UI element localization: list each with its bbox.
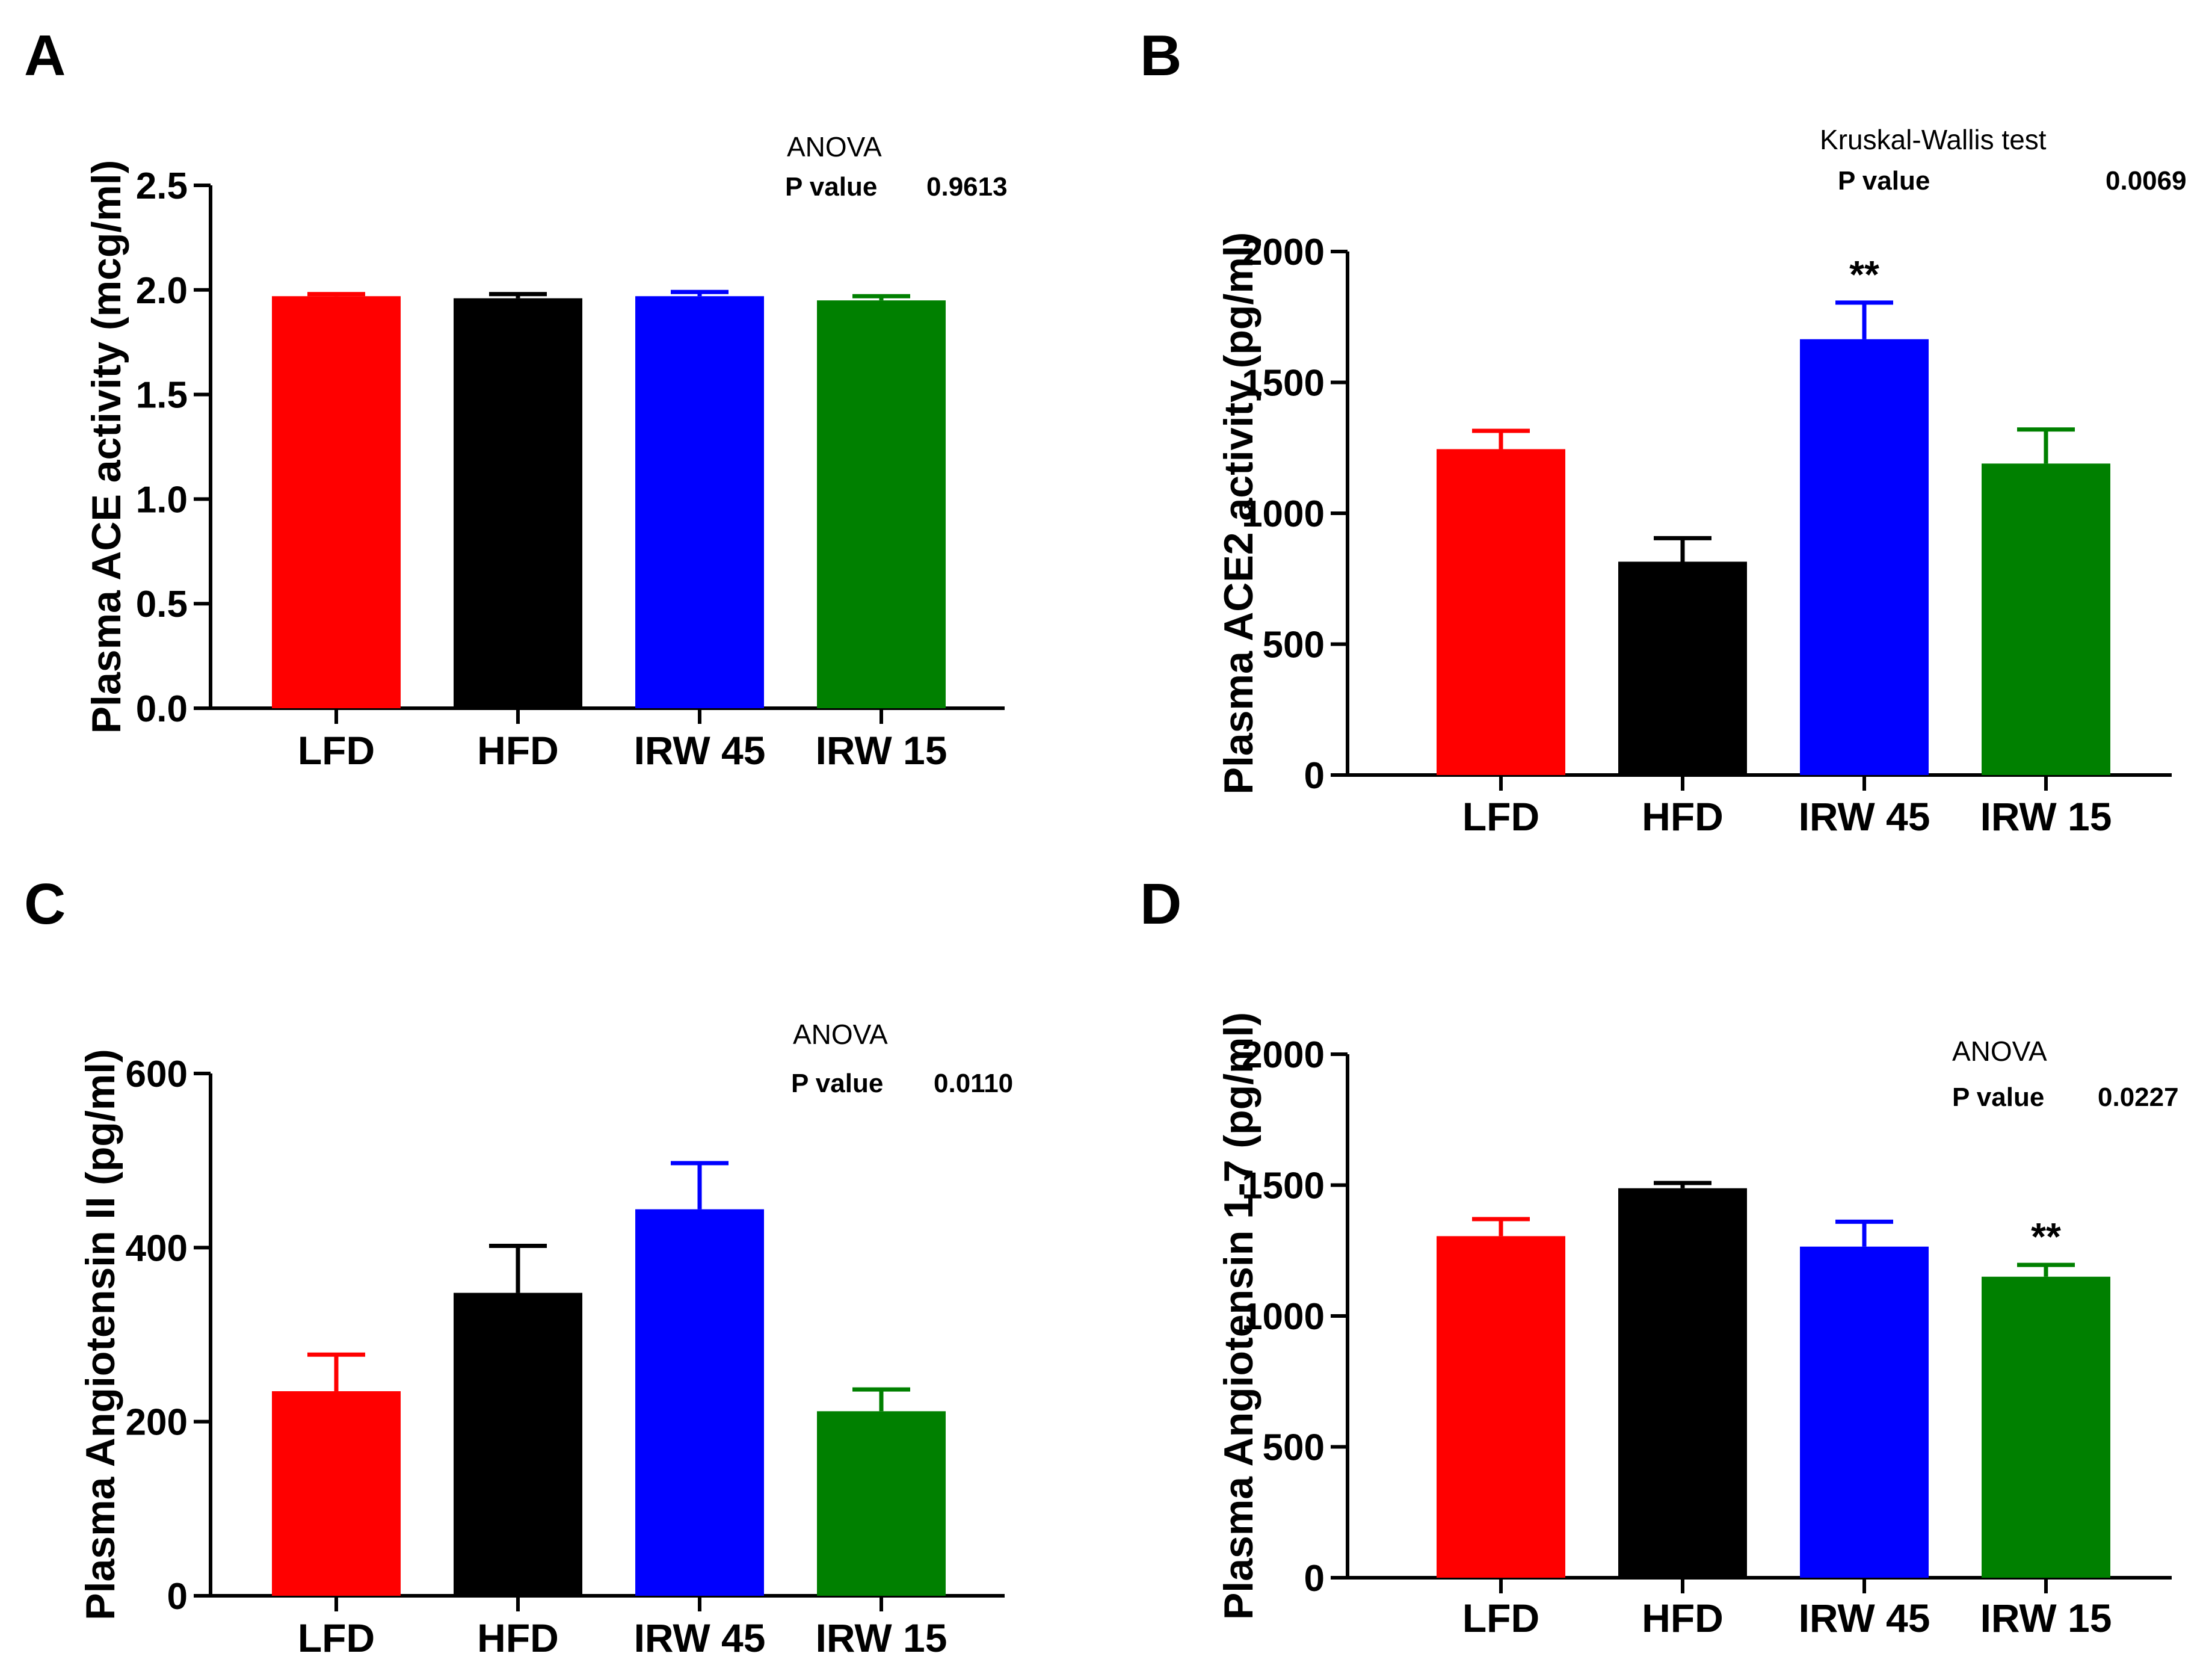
y-tick-label: 2.5 [136, 165, 188, 207]
x-tick-label: IRW 45 [634, 728, 766, 773]
bar [817, 1411, 946, 1596]
bar [272, 1391, 401, 1596]
bar [1982, 1276, 2110, 1578]
y-tick-label: 400 [126, 1228, 188, 1269]
bar [635, 1209, 764, 1596]
p-value: 0.0069 [2106, 166, 2187, 196]
y-axis-label: Plasma ACE2 activity (pg/ml) [1216, 232, 1262, 795]
y-tick-label: 0 [1304, 755, 1325, 797]
stat-test-name: ANOVA [1952, 1036, 2047, 1067]
bar [817, 300, 946, 708]
x-tick-label: HFD [1642, 1596, 1724, 1640]
y-axis-label: Plasma Angiotensin 1-7 (pg/ml) [1216, 1012, 1262, 1620]
x-tick-label: IRW 45 [1799, 794, 1930, 839]
y-tick-label: 2000 [1242, 1034, 1325, 1076]
y-tick-label: 1.5 [136, 375, 188, 416]
panel-letter: D [1140, 872, 1181, 936]
y-tick-label: 0.0 [136, 688, 188, 730]
x-tick-label: LFD [298, 1616, 375, 1660]
stat-test-name: Kruskal-Wallis test [1820, 124, 2047, 155]
y-tick-label: 1.0 [136, 479, 188, 520]
panel-letter: B [1140, 23, 1181, 88]
p-value-label: P value [1838, 166, 1930, 196]
p-value: 0.0110 [934, 1069, 1013, 1098]
p-value: 0.0227 [2098, 1083, 2179, 1112]
x-tick-label: LFD [1462, 794, 1539, 839]
stat-test-name: ANOVA [793, 1019, 888, 1050]
y-tick-label: 1000 [1242, 1296, 1325, 1338]
bar [1618, 1188, 1747, 1578]
bar [635, 296, 764, 708]
y-axis-label: Plasma Angiotensin II (pg/ml) [78, 1049, 123, 1620]
stat-test-name: ANOVA [787, 131, 882, 162]
panel-letter: A [24, 23, 66, 88]
x-tick-label: LFD [298, 728, 375, 773]
p-value-label: P value [1952, 1083, 2044, 1112]
bar [272, 296, 401, 708]
y-tick-label: 2000 [1242, 232, 1325, 273]
x-tick-label: IRW 45 [1799, 1596, 1930, 1640]
significance-marker: ** [1849, 253, 1879, 296]
x-tick-label: IRW 15 [1980, 1596, 2112, 1640]
x-tick-label: IRW 15 [816, 728, 947, 773]
x-tick-label: HFD [477, 1616, 559, 1660]
significance-marker: ** [2031, 1215, 2061, 1258]
y-tick-label: 200 [126, 1402, 188, 1444]
x-tick-label: IRW 15 [816, 1616, 947, 1660]
p-value-label: P value [785, 172, 877, 202]
bar [1437, 1236, 1565, 1578]
p-value-label: P value [791, 1069, 883, 1098]
x-tick-label: IRW 45 [634, 1616, 766, 1660]
y-tick-label: 2.0 [136, 270, 188, 312]
y-tick-label: 1000 [1242, 493, 1325, 535]
x-tick-label: HFD [1642, 794, 1724, 839]
y-tick-label: 1500 [1242, 1166, 1325, 1207]
panel-letter: C [24, 872, 66, 936]
y-axis-label: Plasma ACE activity (mcg/ml) [84, 160, 129, 734]
y-tick-label: 1500 [1242, 363, 1325, 404]
y-tick-label: 500 [1263, 625, 1325, 666]
p-value: 0.9613 [926, 172, 1008, 202]
x-tick-label: IRW 15 [1980, 794, 2112, 839]
y-tick-label: 0.5 [136, 584, 188, 625]
y-tick-label: 0 [167, 1576, 188, 1617]
bar [1618, 561, 1747, 775]
y-tick-label: 0 [1304, 1558, 1325, 1599]
bar [1800, 1246, 1929, 1578]
x-tick-label: LFD [1462, 1596, 1539, 1640]
bar [1800, 339, 1929, 775]
bar [454, 298, 582, 709]
x-tick-label: HFD [477, 728, 559, 773]
bar [1437, 449, 1565, 775]
y-tick-label: 500 [1263, 1427, 1325, 1469]
bar [1982, 463, 2110, 775]
y-tick-label: 600 [126, 1054, 188, 1095]
bar [454, 1293, 582, 1596]
